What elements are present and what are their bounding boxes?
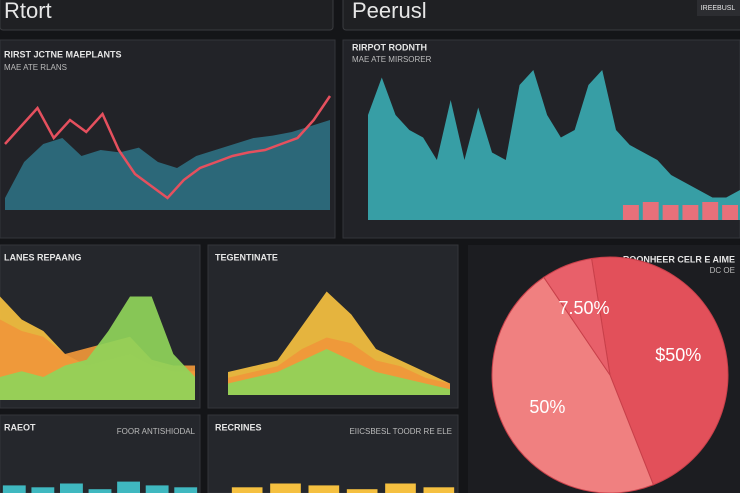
bar bbox=[308, 485, 340, 493]
bar bbox=[642, 202, 659, 220]
pie-slice bbox=[590, 256, 729, 486]
bar bbox=[622, 205, 639, 220]
panel-subtitle: MAE ATE MIRSORER bbox=[352, 55, 432, 64]
panel-subtitle: EIICSBESL TOODR RE ELE bbox=[349, 427, 452, 436]
pie-label: $50% bbox=[655, 345, 701, 365]
bar bbox=[346, 489, 378, 493]
pie-slice bbox=[543, 257, 611, 376]
panel-title: RAEOT bbox=[4, 422, 36, 432]
area bbox=[0, 296, 195, 400]
panel bbox=[0, 414, 201, 493]
area bbox=[5, 120, 330, 210]
bar bbox=[702, 202, 719, 220]
bar bbox=[145, 485, 169, 493]
bar bbox=[662, 205, 679, 220]
header-left-panel bbox=[0, 0, 334, 31]
bar bbox=[117, 481, 140, 493]
panel-subtitle: FOOR ANTISHIODAL bbox=[117, 427, 196, 436]
panel-title: RIRST JCTNE MAEPLANTS bbox=[4, 49, 122, 59]
panel bbox=[207, 414, 459, 493]
panel-title: RIRPOT RODNTH bbox=[352, 42, 427, 52]
bar bbox=[60, 483, 83, 493]
bar bbox=[722, 205, 739, 220]
header-center-panel bbox=[342, 0, 740, 31]
line bbox=[4, 95, 332, 200]
bar bbox=[231, 487, 263, 493]
panel-subtitle: MAE ATE RLANS bbox=[4, 63, 67, 72]
panel-subtitle: DC OE bbox=[710, 266, 735, 275]
header-center: Peerusl bbox=[352, 0, 427, 23]
bar bbox=[385, 483, 416, 493]
pie-label: 7.50% bbox=[558, 298, 609, 318]
header-button[interactable] bbox=[697, 0, 740, 16]
bar bbox=[2, 485, 26, 493]
panel-title: TEGENTINATE bbox=[215, 252, 278, 262]
panel-title: ROONHEER CELR E AIME bbox=[623, 254, 735, 264]
bar bbox=[88, 489, 112, 493]
panel-title: RECRINES bbox=[215, 422, 262, 432]
bar bbox=[31, 487, 55, 493]
bar bbox=[423, 487, 455, 493]
bar bbox=[270, 483, 301, 493]
header-button-label[interactable]: IREEBUSL bbox=[701, 5, 736, 12]
bar bbox=[682, 205, 699, 220]
area bbox=[228, 349, 450, 395]
bar bbox=[174, 487, 198, 493]
panel-title: LANES REPAANG bbox=[4, 252, 81, 262]
area bbox=[368, 70, 740, 220]
pie-label: 50% bbox=[529, 397, 565, 417]
header-title: Rtort bbox=[4, 0, 52, 23]
